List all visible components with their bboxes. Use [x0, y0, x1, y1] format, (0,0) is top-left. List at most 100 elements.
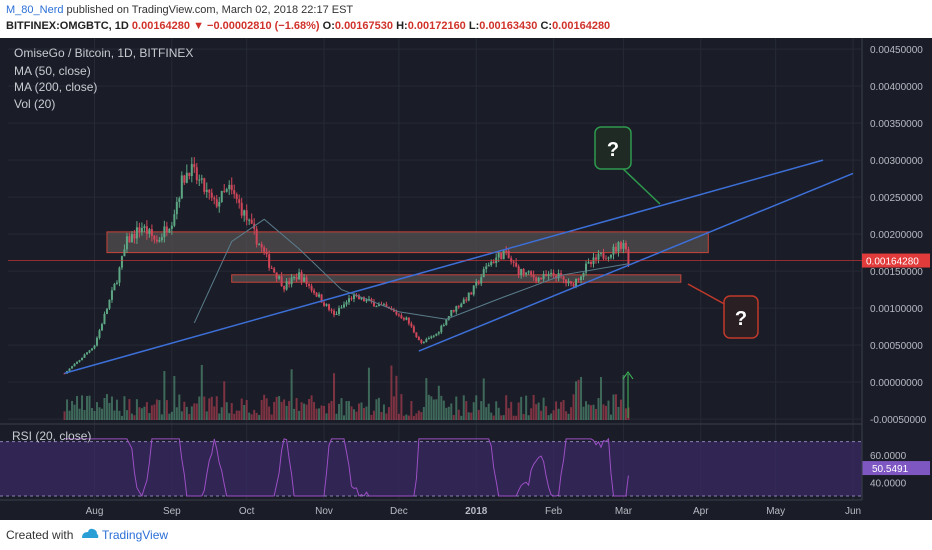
volume-bar [590, 405, 593, 420]
volume-bar [280, 401, 283, 420]
candle-body [345, 302, 348, 305]
volume-bar [205, 411, 208, 420]
candle-body [205, 189, 208, 192]
volume-bar [380, 412, 383, 420]
volume-bar [160, 414, 163, 420]
candle-body [435, 333, 438, 336]
volume-bar [525, 395, 528, 420]
volume-bar [315, 408, 318, 420]
volume-bar [542, 397, 545, 420]
chart-area[interactable]: 60.0000 40.0000 50.5491 0.00450000 0.004000… [0, 38, 932, 520]
candle-body [480, 277, 483, 284]
candle-body [310, 285, 313, 291]
candle-body [360, 297, 363, 300]
candle-body [91, 348, 93, 351]
candle-body [599, 252, 602, 254]
down-arrow-icon: ▼ [193, 20, 204, 32]
candle-body [382, 304, 385, 306]
volume-bar [133, 415, 136, 420]
volume-bar [465, 401, 468, 420]
candle-body [505, 250, 508, 252]
volume-bar [505, 395, 508, 420]
candle-body [210, 192, 213, 198]
low-value: 0.00163430 [479, 20, 538, 32]
candle-body [530, 271, 533, 275]
volume-bar [587, 404, 590, 420]
candle-body [465, 299, 468, 301]
volume-bar [472, 402, 475, 420]
candle-body [535, 277, 538, 282]
candle-body [462, 299, 465, 304]
candle-body [140, 227, 143, 233]
ma50-legend[interactable]: MA (50, close) [14, 64, 91, 78]
candle-body [560, 273, 563, 277]
volume-bar [305, 404, 308, 420]
candle-body [407, 317, 410, 324]
volume-bar [103, 397, 106, 420]
volume-bar [168, 413, 171, 420]
volume-bar [412, 415, 415, 420]
volume-bar [495, 401, 498, 420]
rsi-tick-label: 40.0000 [870, 478, 907, 489]
publish-header: M_80_Nerd published on TradingView.com, … [0, 0, 932, 38]
volume-bar [599, 377, 602, 420]
price-chart[interactable]: 60.0000 40.0000 50.5491 0.00450000 0.004000… [0, 38, 932, 520]
candle-body [367, 299, 370, 301]
x-tick-label: Nov [315, 506, 333, 517]
candle-body [622, 242, 625, 249]
rsi-current-label: 50.5491 [872, 464, 909, 475]
volume-bar [340, 398, 343, 420]
vol-legend[interactable]: Vol (20) [14, 97, 55, 111]
volume-bar [482, 378, 485, 420]
candle-body [233, 190, 236, 195]
tradingview-link[interactable]: TradingView [102, 528, 169, 542]
candle-body [250, 219, 253, 224]
candle-body [98, 330, 101, 338]
volume-bar [440, 395, 443, 420]
candle-body [575, 278, 578, 287]
volume-bar [71, 400, 74, 420]
y-tick-label: 0.00100000 [870, 304, 923, 315]
volume-bar [240, 398, 243, 420]
candle-body [178, 198, 181, 202]
volume-bar [407, 415, 410, 420]
volume-bar [422, 407, 425, 420]
volume-bar [195, 403, 198, 420]
volume-bar [602, 404, 605, 420]
volume-bar [118, 410, 121, 420]
tradingview-logo-icon[interactable] [80, 526, 100, 542]
volume-bar [333, 373, 336, 420]
volume-bar [462, 395, 465, 420]
ma200-legend[interactable]: MA (200, close) [14, 80, 97, 94]
candle-body [285, 281, 288, 290]
volume-bar [313, 402, 316, 420]
volume-bar [88, 395, 91, 420]
candle-body [315, 292, 318, 297]
candle-body [183, 175, 186, 183]
candle-body [265, 251, 268, 255]
candle-body [425, 339, 428, 342]
candle-body [552, 272, 555, 276]
volume-bar [522, 413, 525, 420]
volume-bar [385, 413, 388, 420]
candle-body [135, 227, 138, 239]
candle-body [193, 164, 196, 168]
volume-bar [577, 379, 580, 420]
volume-bar [350, 406, 353, 420]
volume-bar [130, 413, 133, 420]
rsi-legend[interactable]: RSI (20, close) [12, 429, 91, 443]
author-link[interactable]: M_80_Nerd [6, 4, 64, 16]
candle-body [547, 274, 550, 276]
close-value: 0.00164280 [552, 20, 611, 32]
volume-bar [515, 415, 518, 420]
candle-body [340, 307, 343, 309]
candle-body [532, 274, 535, 278]
candle-body [240, 202, 243, 216]
volume-bar [235, 410, 238, 420]
candle-body [497, 252, 500, 258]
candle-body [138, 227, 141, 233]
candle-body [338, 308, 341, 315]
candle-body [614, 246, 617, 252]
volume-bar [81, 395, 84, 420]
volume-bar [545, 406, 548, 420]
